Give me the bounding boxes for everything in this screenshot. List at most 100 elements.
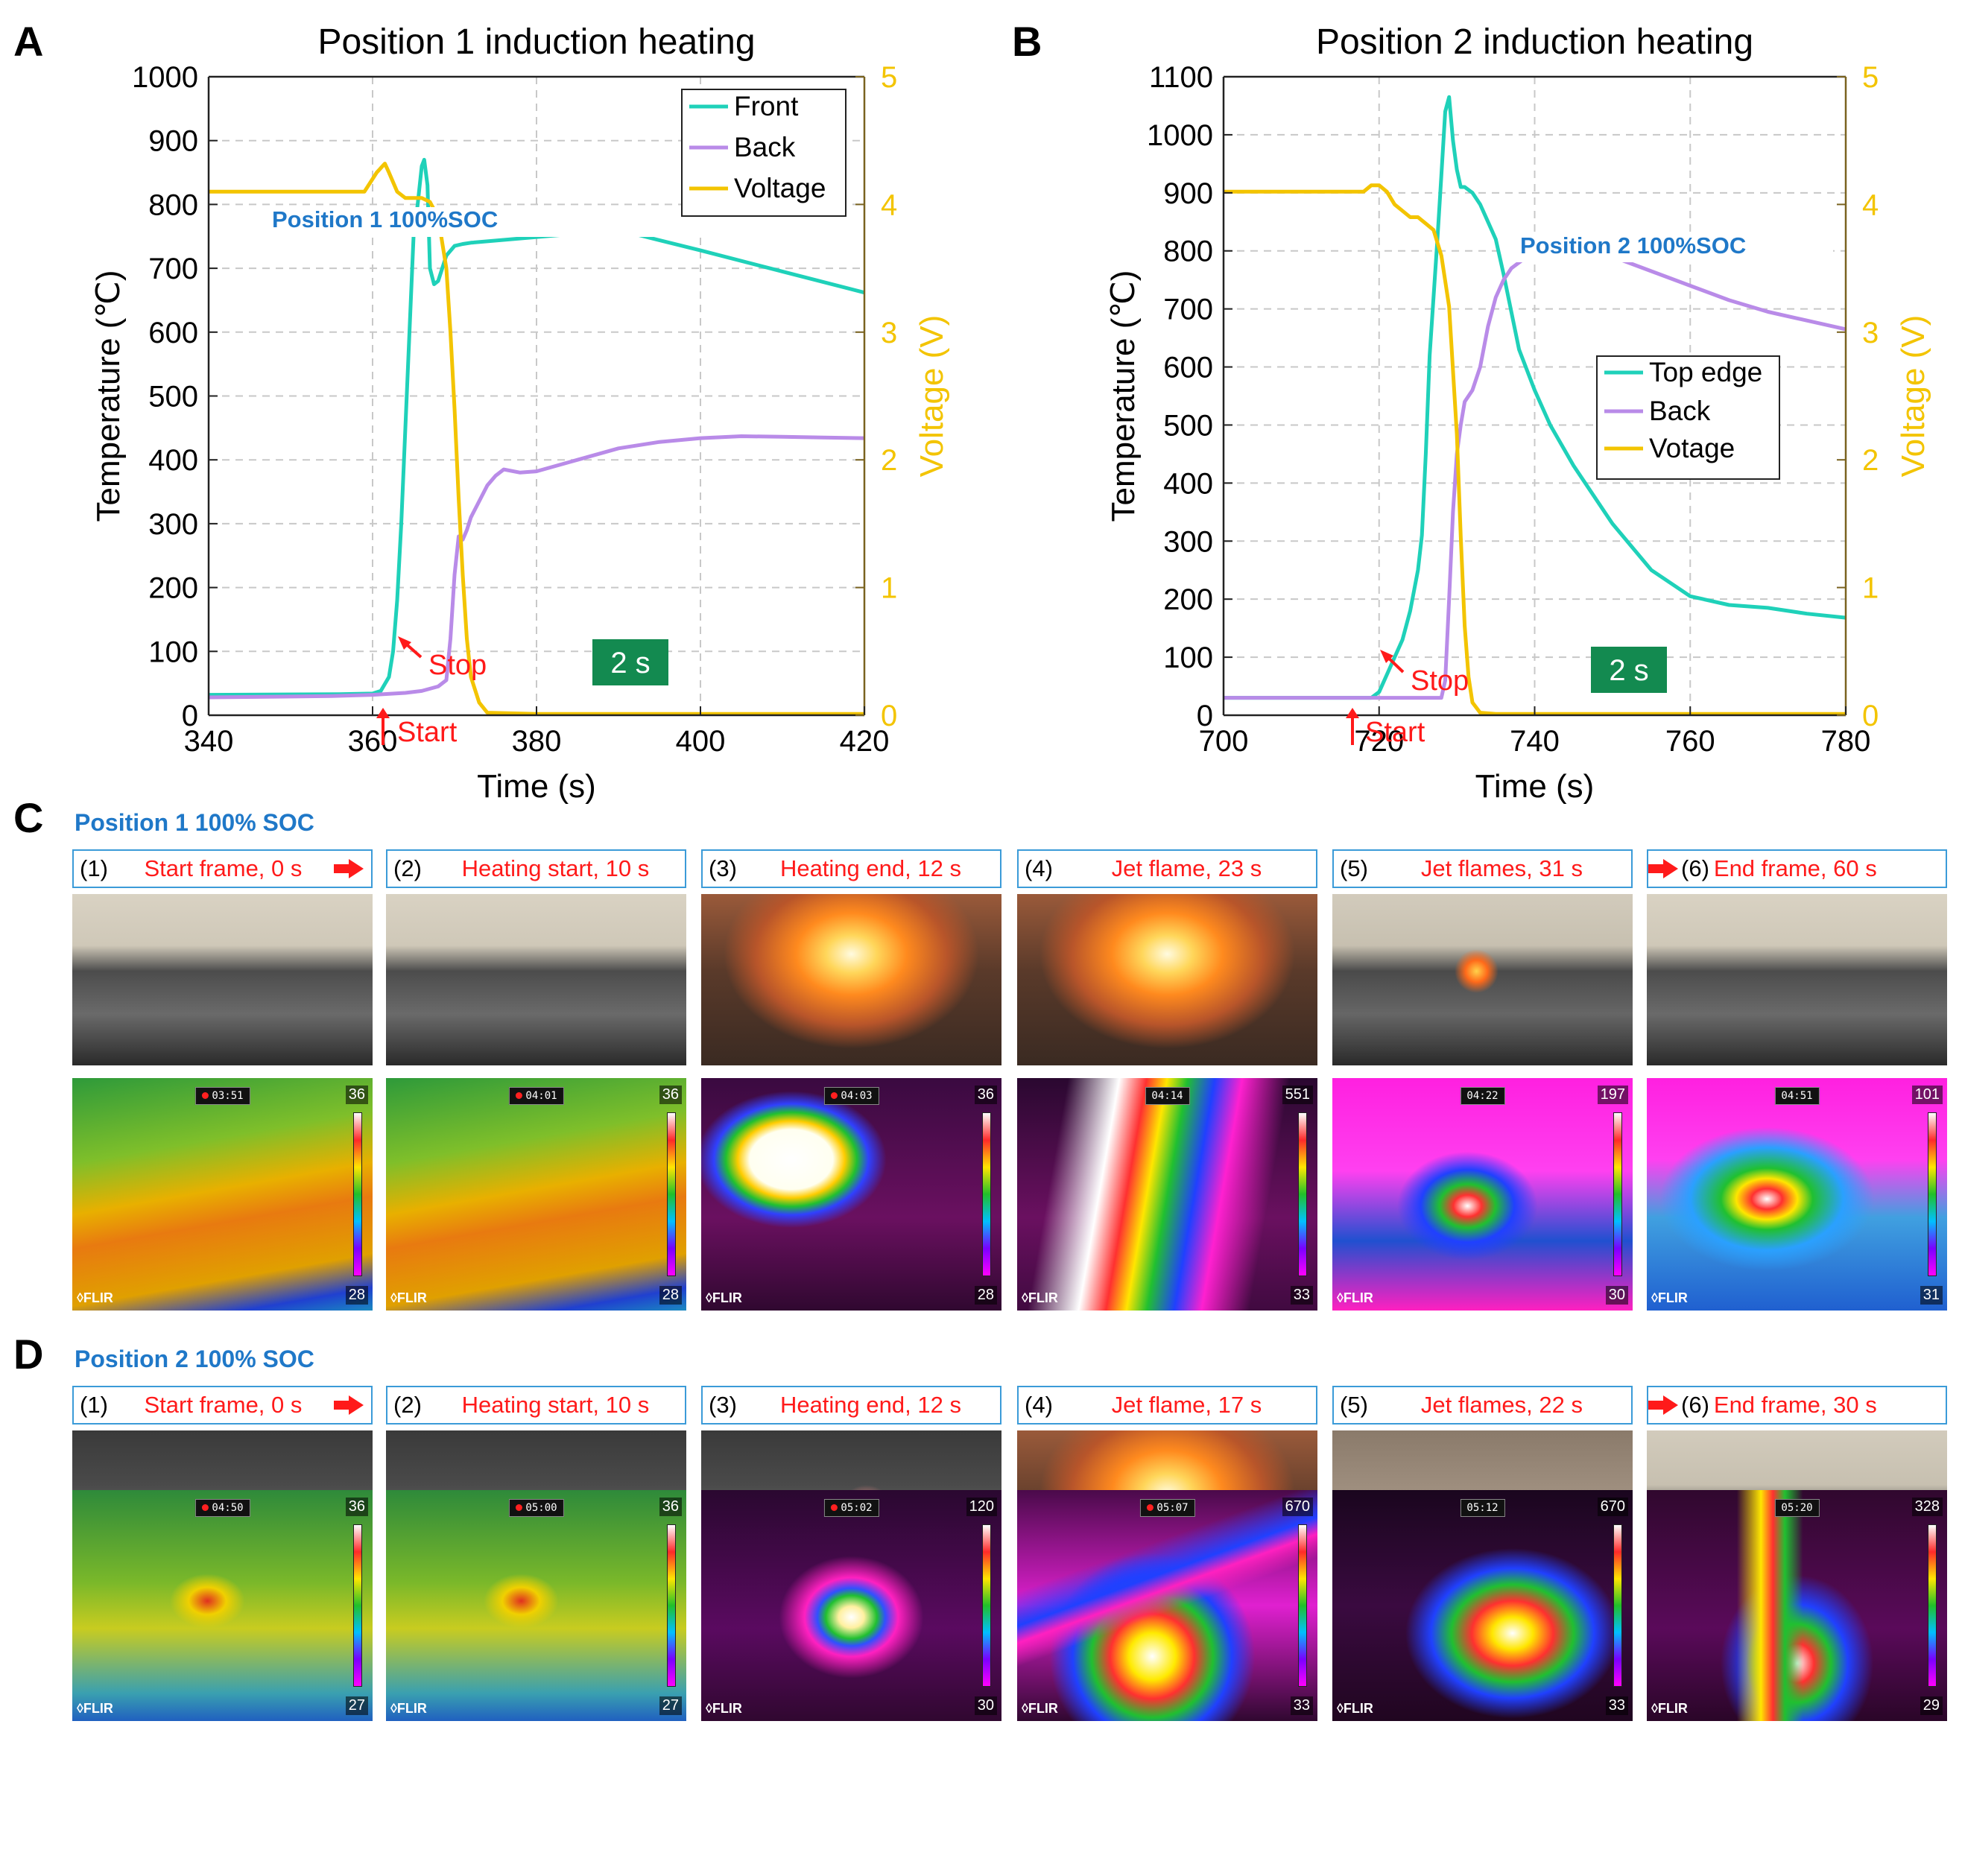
frame-number: (4) (1025, 855, 1053, 881)
frame-caption: Heating start, 10 s (461, 855, 650, 881)
timestamp-value: 04:01 (525, 1090, 557, 1102)
y-tick-label: 1000 (132, 61, 198, 94)
thermal-frame-5: 04:22 197 30 ◊FLIR (1332, 1078, 1633, 1311)
record-dot-icon (201, 1092, 209, 1099)
scale-max: 670 (1597, 1498, 1628, 1516)
y-tick-label: 200 (148, 572, 198, 605)
y-tick-label: 800 (1163, 235, 1213, 268)
y2-tick-label: 0 (881, 700, 897, 732)
y-tick-label: 400 (148, 444, 198, 477)
legend-label: Top edge (1649, 357, 1762, 387)
y-tick-label: 900 (1163, 177, 1213, 210)
thermal-frame-2: 05:00 36 27 ◊FLIR (386, 1490, 686, 1721)
scale-min: 31 (1920, 1286, 1943, 1305)
y-tick-label: 200 (1163, 583, 1213, 616)
soc-annotation: Position 2 100%SOC (1520, 232, 1746, 259)
color-scale-bar (1928, 1524, 1937, 1687)
stop-label: Stop (1411, 665, 1469, 697)
legend-label: Voltage (734, 173, 826, 203)
scale-min: 29 (1920, 1696, 1943, 1715)
thermal-timestamp: 05:20 (1774, 1499, 1820, 1517)
frame-number: (1) (80, 1392, 108, 1418)
frame-label-3: (3) Heating end, 12 s (701, 1386, 1001, 1425)
frame-number: (2) (393, 855, 422, 881)
y-axis-label: Temperature (℃) (1105, 270, 1142, 522)
frame-caption: End frame, 30 s (1713, 1392, 1877, 1418)
scale-max: 36 (974, 1086, 997, 1104)
scale-min: 33 (1605, 1696, 1628, 1715)
thermal-frame-4: 05:07 670 33 ◊FLIR (1017, 1490, 1317, 1721)
y-tick-label: 800 (148, 188, 198, 221)
red-arrow-icon (1648, 859, 1681, 878)
duration-badge (592, 639, 668, 685)
chart-title: Position 1 induction heating (317, 22, 755, 62)
frame-number: (3) (709, 855, 737, 881)
scale-min: 28 (345, 1286, 368, 1305)
duration-badge (1591, 647, 1667, 693)
color-scale-bar (1928, 1112, 1937, 1276)
y-tick-label: 1100 (1149, 61, 1213, 94)
x-tick-label: 740 (1510, 725, 1560, 758)
frame-label-4: (4) Jet flame, 23 s (1017, 849, 1317, 888)
stop-label: Stop (428, 650, 487, 681)
photo-frame-4 (1017, 894, 1317, 1065)
x-tick-label: 700 (1199, 725, 1249, 758)
x-tick-label: 720 (1354, 725, 1404, 758)
chart-1: 340 360 380 400 4200100200300400500600700800… (90, 22, 950, 805)
y-tick-label: 1000 (1147, 119, 1213, 152)
x-tick-label: 420 (840, 725, 890, 758)
scale-max: 36 (345, 1086, 368, 1104)
panel-letter-b: B (1012, 18, 1042, 65)
thermal-frame-4: 04:14 551 33 ◊FLIR (1017, 1078, 1317, 1311)
flir-logo: ◊FLIR (706, 1290, 742, 1305)
stop-arrow-head (1380, 650, 1393, 663)
thermal-frame-5: 05:12 670 33 ◊FLIR (1332, 1490, 1633, 1721)
frame-label-1: (1) Start frame, 0 s (72, 849, 373, 888)
frame-label-6: (6) End frame, 30 s (1647, 1386, 1947, 1425)
frame-caption: Jet flames, 31 s (1420, 855, 1583, 881)
y2-tick-label: 1 (881, 572, 897, 605)
x-tick-label: 340 (184, 725, 234, 758)
thermal-frame-6: 05:20 328 29 ◊FLIR (1647, 1490, 1947, 1721)
row-d-title: Position 2 100% SOC (75, 1346, 314, 1372)
photo-frame-6 (1647, 894, 1947, 1065)
thermal-timestamp: 05:00 (508, 1499, 564, 1517)
scale-max: 197 (1597, 1086, 1628, 1104)
chart-2: 700 720 740 760 7800100200300400500600700800… (1105, 22, 1931, 805)
series-line-back (1224, 245, 1847, 700)
y-tick-label: 100 (1163, 641, 1213, 674)
legend-box (1596, 355, 1780, 480)
frame-number: (6) (1681, 855, 1709, 881)
scale-min: 27 (659, 1696, 682, 1715)
timestamp-value: 04:50 (212, 1502, 244, 1514)
panel-letter-d: D (13, 1331, 44, 1378)
x-axis-label: Time (s) (1475, 768, 1595, 805)
flir-logo: ◊FLIR (1022, 1701, 1058, 1716)
y2-axis-label: Voltage (V) (914, 315, 950, 478)
charts-area: 340 360 380 400 4200100200300400500600700800… (90, 22, 1931, 805)
red-arrow-icon (1648, 1395, 1681, 1415)
color-scale-bar (667, 1112, 676, 1276)
y2-tick-label: 2 (1862, 444, 1879, 477)
frame-number: (2) (393, 1392, 422, 1418)
scale-max: 36 (659, 1498, 682, 1516)
x-tick-label: 400 (676, 725, 726, 758)
flir-logo: ◊FLIR (1022, 1290, 1058, 1305)
color-scale-bar (353, 1112, 362, 1276)
flir-logo: ◊FLIR (77, 1290, 113, 1305)
color-scale-bar (1613, 1524, 1622, 1687)
red-arrow-icon (334, 1395, 367, 1415)
red-arrow-icon (334, 859, 367, 878)
start-label: Start (1365, 717, 1425, 748)
color-scale-bar (1298, 1524, 1307, 1687)
y2-axis-label: Voltage (V) (1895, 315, 1931, 478)
frame-label-2: (2) Heating start, 10 s (386, 1386, 686, 1425)
y2-tick-label: 5 (881, 61, 897, 94)
flir-logo: ◊FLIR (1337, 1290, 1373, 1305)
frame-number: (4) (1025, 1392, 1053, 1418)
thermal-timestamp: 04:22 (1460, 1087, 1505, 1105)
y-tick-label: 100 (148, 636, 198, 668)
timestamp-value: 05:02 (841, 1502, 873, 1514)
photo-frame-2 (386, 894, 686, 1065)
legend-label: Back (734, 132, 796, 162)
